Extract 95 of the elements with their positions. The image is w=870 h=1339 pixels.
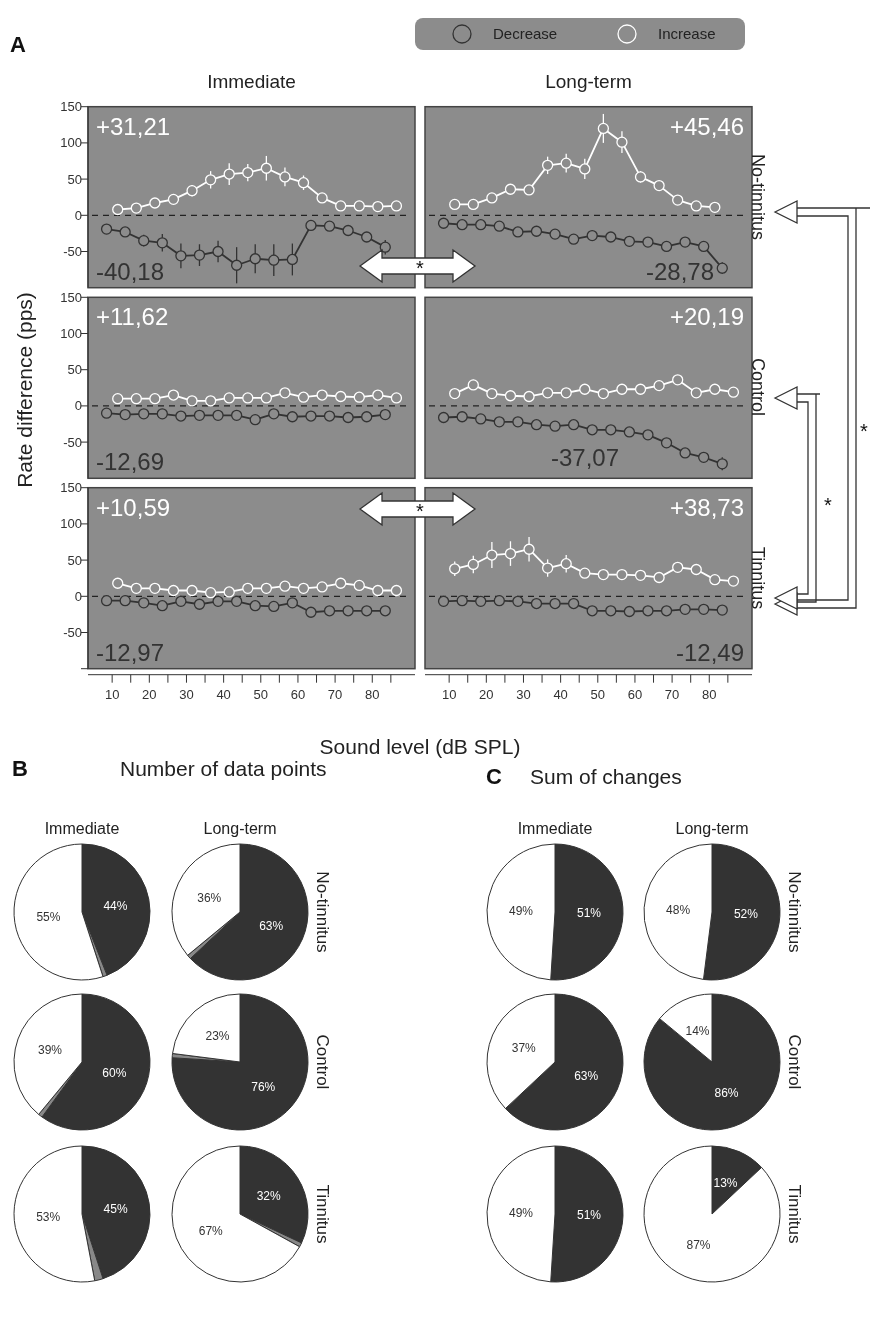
x-tick-label: 40: [553, 686, 568, 702]
annotation: -28,78: [645, 257, 714, 285]
y-tick-label: 100: [60, 135, 82, 151]
x-tick-label: 80: [365, 686, 380, 702]
chart-title: Long-term: [675, 820, 749, 837]
text: No-tinnitus: [784, 871, 804, 953]
data-label: 63%: [259, 918, 284, 933]
data-label: 51%: [576, 1208, 602, 1223]
data-label: 13%: [713, 1175, 738, 1190]
text: *: [416, 256, 425, 279]
text: *: [824, 494, 833, 516]
x-tick-label: 50: [590, 686, 606, 702]
chart-title: Long-term: [203, 820, 277, 837]
text: Number of data points: [120, 757, 327, 780]
y-tick-label: 150: [60, 99, 82, 115]
data-label: 44%: [103, 898, 128, 913]
text: Sum of changes: [530, 765, 682, 788]
y-tick-label: -50: [63, 434, 82, 450]
chart-title: Immediate: [207, 71, 296, 92]
data-label: 67%: [198, 1224, 224, 1239]
chart-title: Long-term: [545, 71, 632, 92]
y-tick-label: 50: [67, 171, 82, 187]
text: *: [416, 499, 425, 522]
y-tick-label: 150: [60, 480, 82, 496]
x-axis-title: Sound level (dB SPL): [319, 735, 521, 758]
text: Control: [784, 1034, 804, 1090]
x-tick-label: 80: [702, 686, 717, 702]
annotation: Tinnitus: [748, 546, 768, 610]
data-label: 63%: [574, 1068, 599, 1083]
annotation: +38,73: [669, 493, 744, 521]
legend-label: Increase: [658, 25, 716, 42]
legend-label: Decrease: [493, 25, 558, 42]
y-tick-label: 50: [67, 362, 82, 378]
data-label: 23%: [205, 1029, 230, 1044]
data-label: 60%: [102, 1065, 127, 1080]
text: Tinnitus: [312, 1184, 332, 1244]
annotation: -12,69: [96, 448, 165, 476]
data-label: 48%: [666, 902, 691, 917]
annotation: -40,18: [96, 257, 165, 285]
annotation: +20,19: [669, 303, 744, 331]
annotation: -12,97: [96, 638, 165, 666]
data-label: 49%: [509, 1205, 534, 1220]
data-label: 39%: [37, 1043, 63, 1058]
text: B: [12, 756, 28, 781]
data-label: 36%: [197, 890, 222, 905]
y-tick-label: 0: [74, 398, 82, 414]
x-tick-label: 70: [327, 686, 343, 702]
y-tick-label: -50: [63, 244, 82, 259]
y-tick-label: 50: [67, 552, 82, 568]
x-tick-label: 40: [216, 686, 231, 702]
data-label: 37%: [511, 1041, 537, 1056]
x-tick-label: 50: [253, 686, 269, 702]
text: No-tinnitus: [312, 871, 332, 953]
annotation: -37,07: [550, 444, 620, 472]
x-tick-label: 30: [516, 686, 531, 702]
annotation: +11,62: [96, 303, 169, 331]
data-label: 51%: [576, 906, 602, 921]
annotation: No-tinnitus: [748, 153, 768, 241]
x-tick-label: 30: [179, 686, 194, 702]
data-label: 53%: [36, 1210, 61, 1225]
text: A: [10, 32, 26, 57]
x-tick-label: 60: [627, 686, 643, 702]
data-label: 49%: [509, 903, 534, 918]
x-tick-label: 10: [104, 686, 120, 702]
data-label: 55%: [36, 910, 61, 925]
data-label: 45%: [103, 1201, 128, 1216]
y-tick-label: 100: [60, 326, 82, 341]
data-label: 76%: [251, 1079, 276, 1094]
x-tick-label: 70: [664, 686, 680, 702]
annotation: +31,21: [96, 112, 171, 140]
y-tick-label: -50: [63, 625, 82, 640]
x-tick-label: 60: [290, 686, 306, 702]
text: Tinnitus: [784, 1184, 804, 1244]
data-label: 52%: [733, 907, 759, 922]
chart-title: Immediate: [44, 820, 120, 837]
y-tick-label: 0: [74, 588, 82, 604]
x-tick-label: 10: [441, 686, 457, 702]
annotation: +45,46: [669, 112, 744, 140]
annotation: Control: [748, 357, 768, 417]
annotation: +10,59: [96, 493, 171, 521]
data-label: 32%: [256, 1188, 282, 1203]
data-label: 86%: [714, 1085, 739, 1100]
y-tick-label: 100: [60, 516, 82, 532]
text: Control: [312, 1034, 332, 1090]
y-tick-label: 0: [74, 207, 82, 223]
y-axis-title: Rate difference (pps): [12, 292, 36, 488]
chart-title: Immediate: [517, 820, 593, 837]
data-label: 14%: [685, 1024, 710, 1039]
text: *: [860, 420, 869, 442]
x-tick-label: 20: [142, 686, 157, 702]
x-tick-label: 20: [479, 686, 494, 702]
text: C: [486, 764, 502, 789]
y-tick-label: 150: [60, 289, 82, 305]
annotation: -12,49: [675, 638, 744, 666]
data-label: 87%: [686, 1238, 711, 1253]
